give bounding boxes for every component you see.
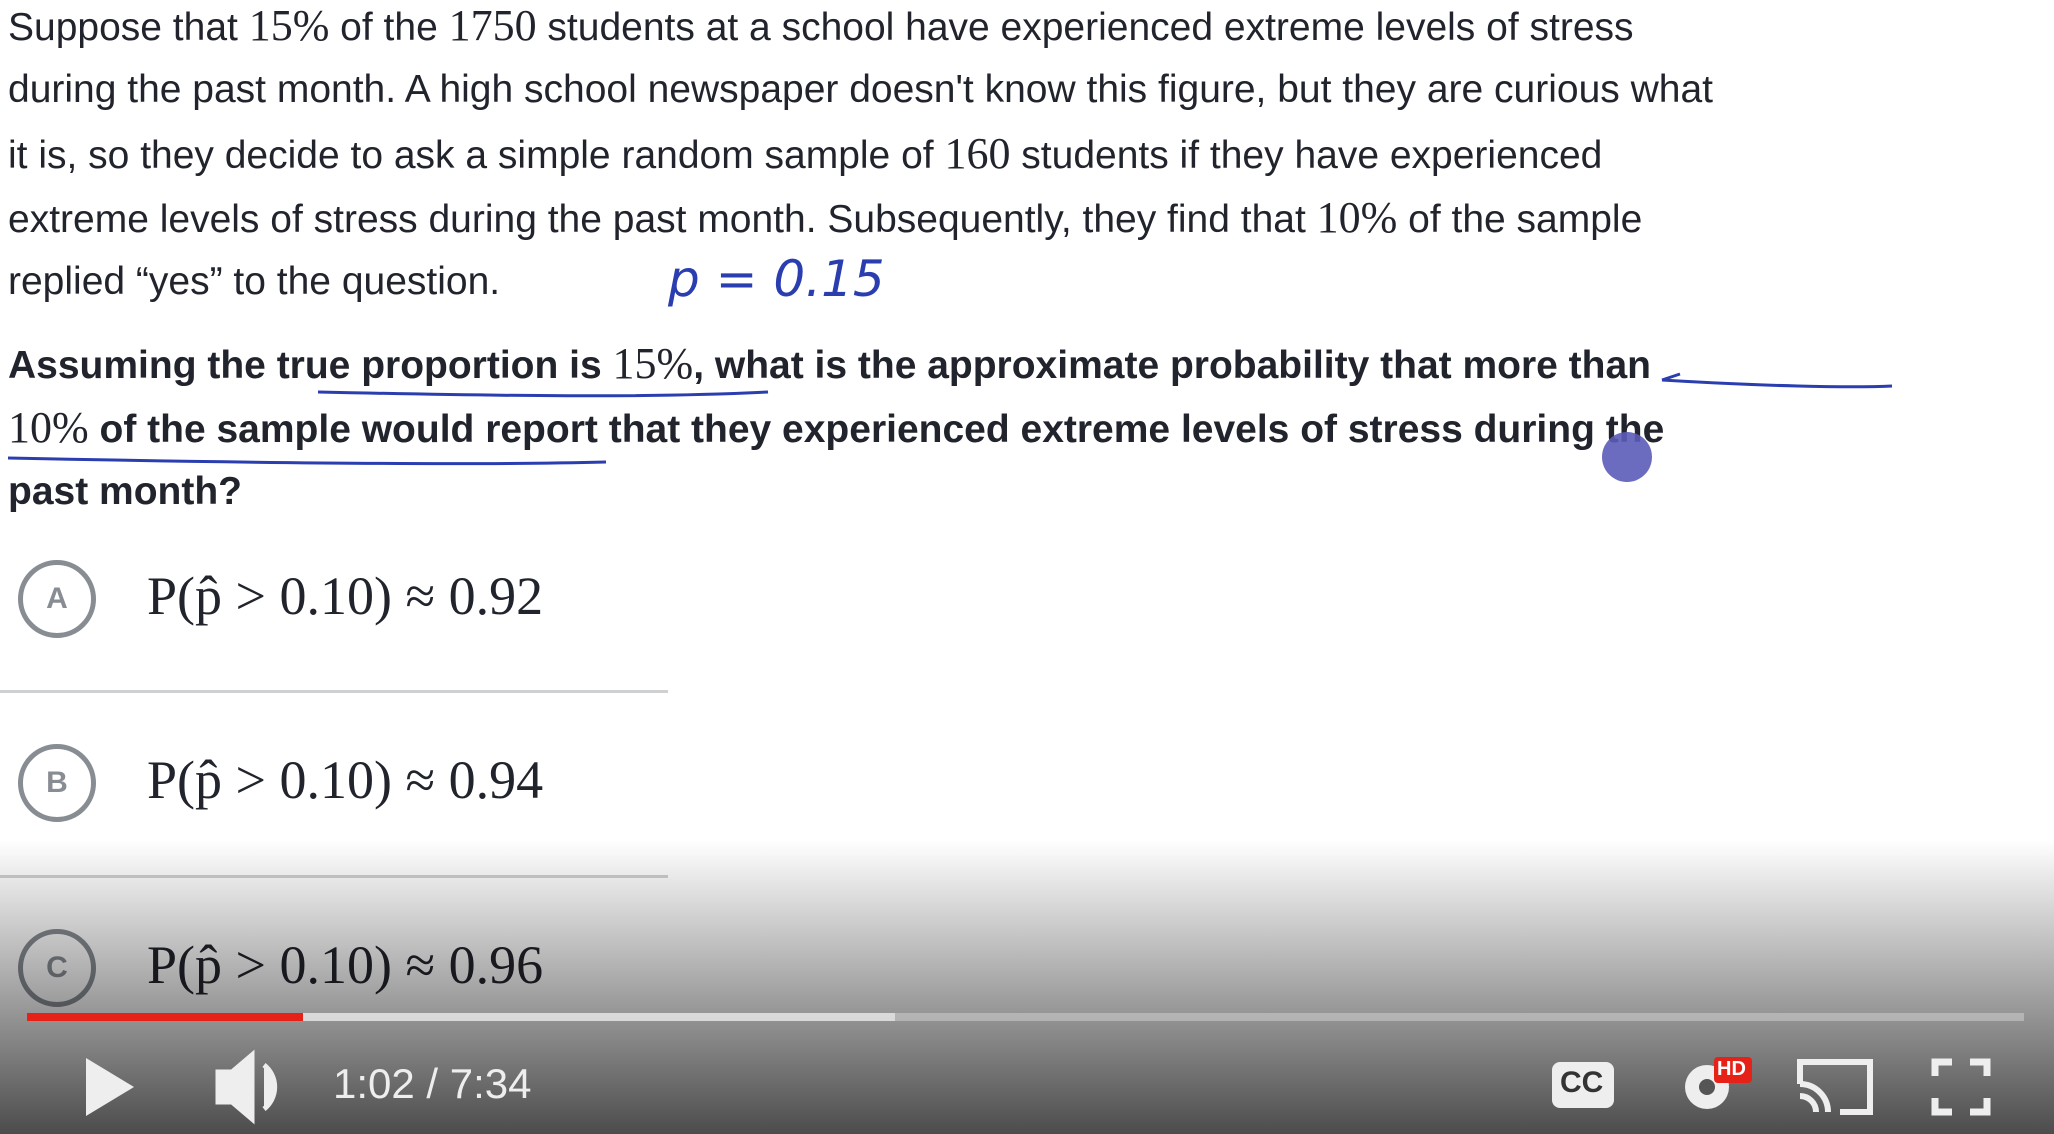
text-segment: of the sample (1397, 198, 1643, 241)
choice-letter[interactable]: A (18, 560, 96, 638)
text-segment: extreme levels of stress during the past… (8, 198, 1317, 241)
choice-text: P(p̂ > 0.10) ≈ 0.92 (147, 566, 544, 626)
text-segment: during the past month. A high school new… (8, 68, 1713, 111)
text-segment: 10% (8, 403, 89, 452)
text-segment: Suppose that (8, 6, 249, 49)
progress-buffer (27, 1013, 895, 1021)
progress-track[interactable] (27, 1013, 2024, 1021)
text-line: extreme levels of stress during the past… (8, 186, 1642, 250)
text-line: during the past month. A high school new… (8, 58, 1713, 122)
text-segment: past month? (8, 470, 242, 513)
text-segment: 15% (612, 339, 694, 388)
text-segment: 10% (1316, 193, 1398, 242)
cursor (1602, 432, 1652, 482)
fullscreen-button[interactable] (1931, 1058, 1991, 1116)
text-line: it is, so they decide to ask a simple ra… (8, 122, 1602, 186)
text-segment: replied “yes” to the question. (8, 260, 501, 303)
text-segment: students if they have experienced (1010, 134, 1603, 177)
captions-button[interactable] (1552, 1062, 1614, 1108)
settings-hole (1699, 1079, 1715, 1095)
underline (7, 456, 607, 466)
choice-letter[interactable]: B (18, 744, 96, 822)
captions-label: CC (1560, 1066, 1604, 1099)
choice-text: P(p̂ > 0.10) ≈ 0.94 (147, 750, 544, 810)
text-segment: of the (329, 6, 449, 49)
underline (1661, 372, 1893, 389)
text-segment: 160 (944, 129, 1011, 178)
cast-button[interactable] (1797, 1059, 1873, 1115)
text-segment: , what is the approximate probability th… (693, 344, 1651, 387)
separator (0, 690, 668, 693)
text-line: past month? (8, 460, 242, 524)
text-line: Assuming the true proportion is 15%, wha… (8, 332, 1651, 396)
text-line: replied “yes” to the question. (8, 250, 500, 314)
text-segment: 15% (248, 1, 330, 50)
text-line: 10% of the sample would report that they… (8, 396, 1664, 460)
handwritten-annotation: p = 0.15 (668, 250, 885, 308)
underline (317, 390, 769, 398)
play-button[interactable] (86, 1058, 134, 1116)
text-line: Suppose that 15% of the 1750 students at… (8, 0, 1634, 58)
time-display: 1:02 / 7:34 (333, 1060, 532, 1107)
progress-played (27, 1013, 303, 1021)
text-segment: students at a school have experienced ex… (536, 6, 1634, 49)
text-segment: Assuming the true proportion is (8, 344, 613, 387)
text-segment: 1750 (448, 1, 537, 50)
hd-label: HD (1717, 1058, 1746, 1080)
volume-button[interactable] (215, 1049, 278, 1125)
hd-badge (1714, 1057, 1752, 1083)
text-segment: of the sample would report that they exp… (88, 408, 1665, 451)
text-segment: it is, so they decide to ask a simple ra… (8, 134, 945, 177)
